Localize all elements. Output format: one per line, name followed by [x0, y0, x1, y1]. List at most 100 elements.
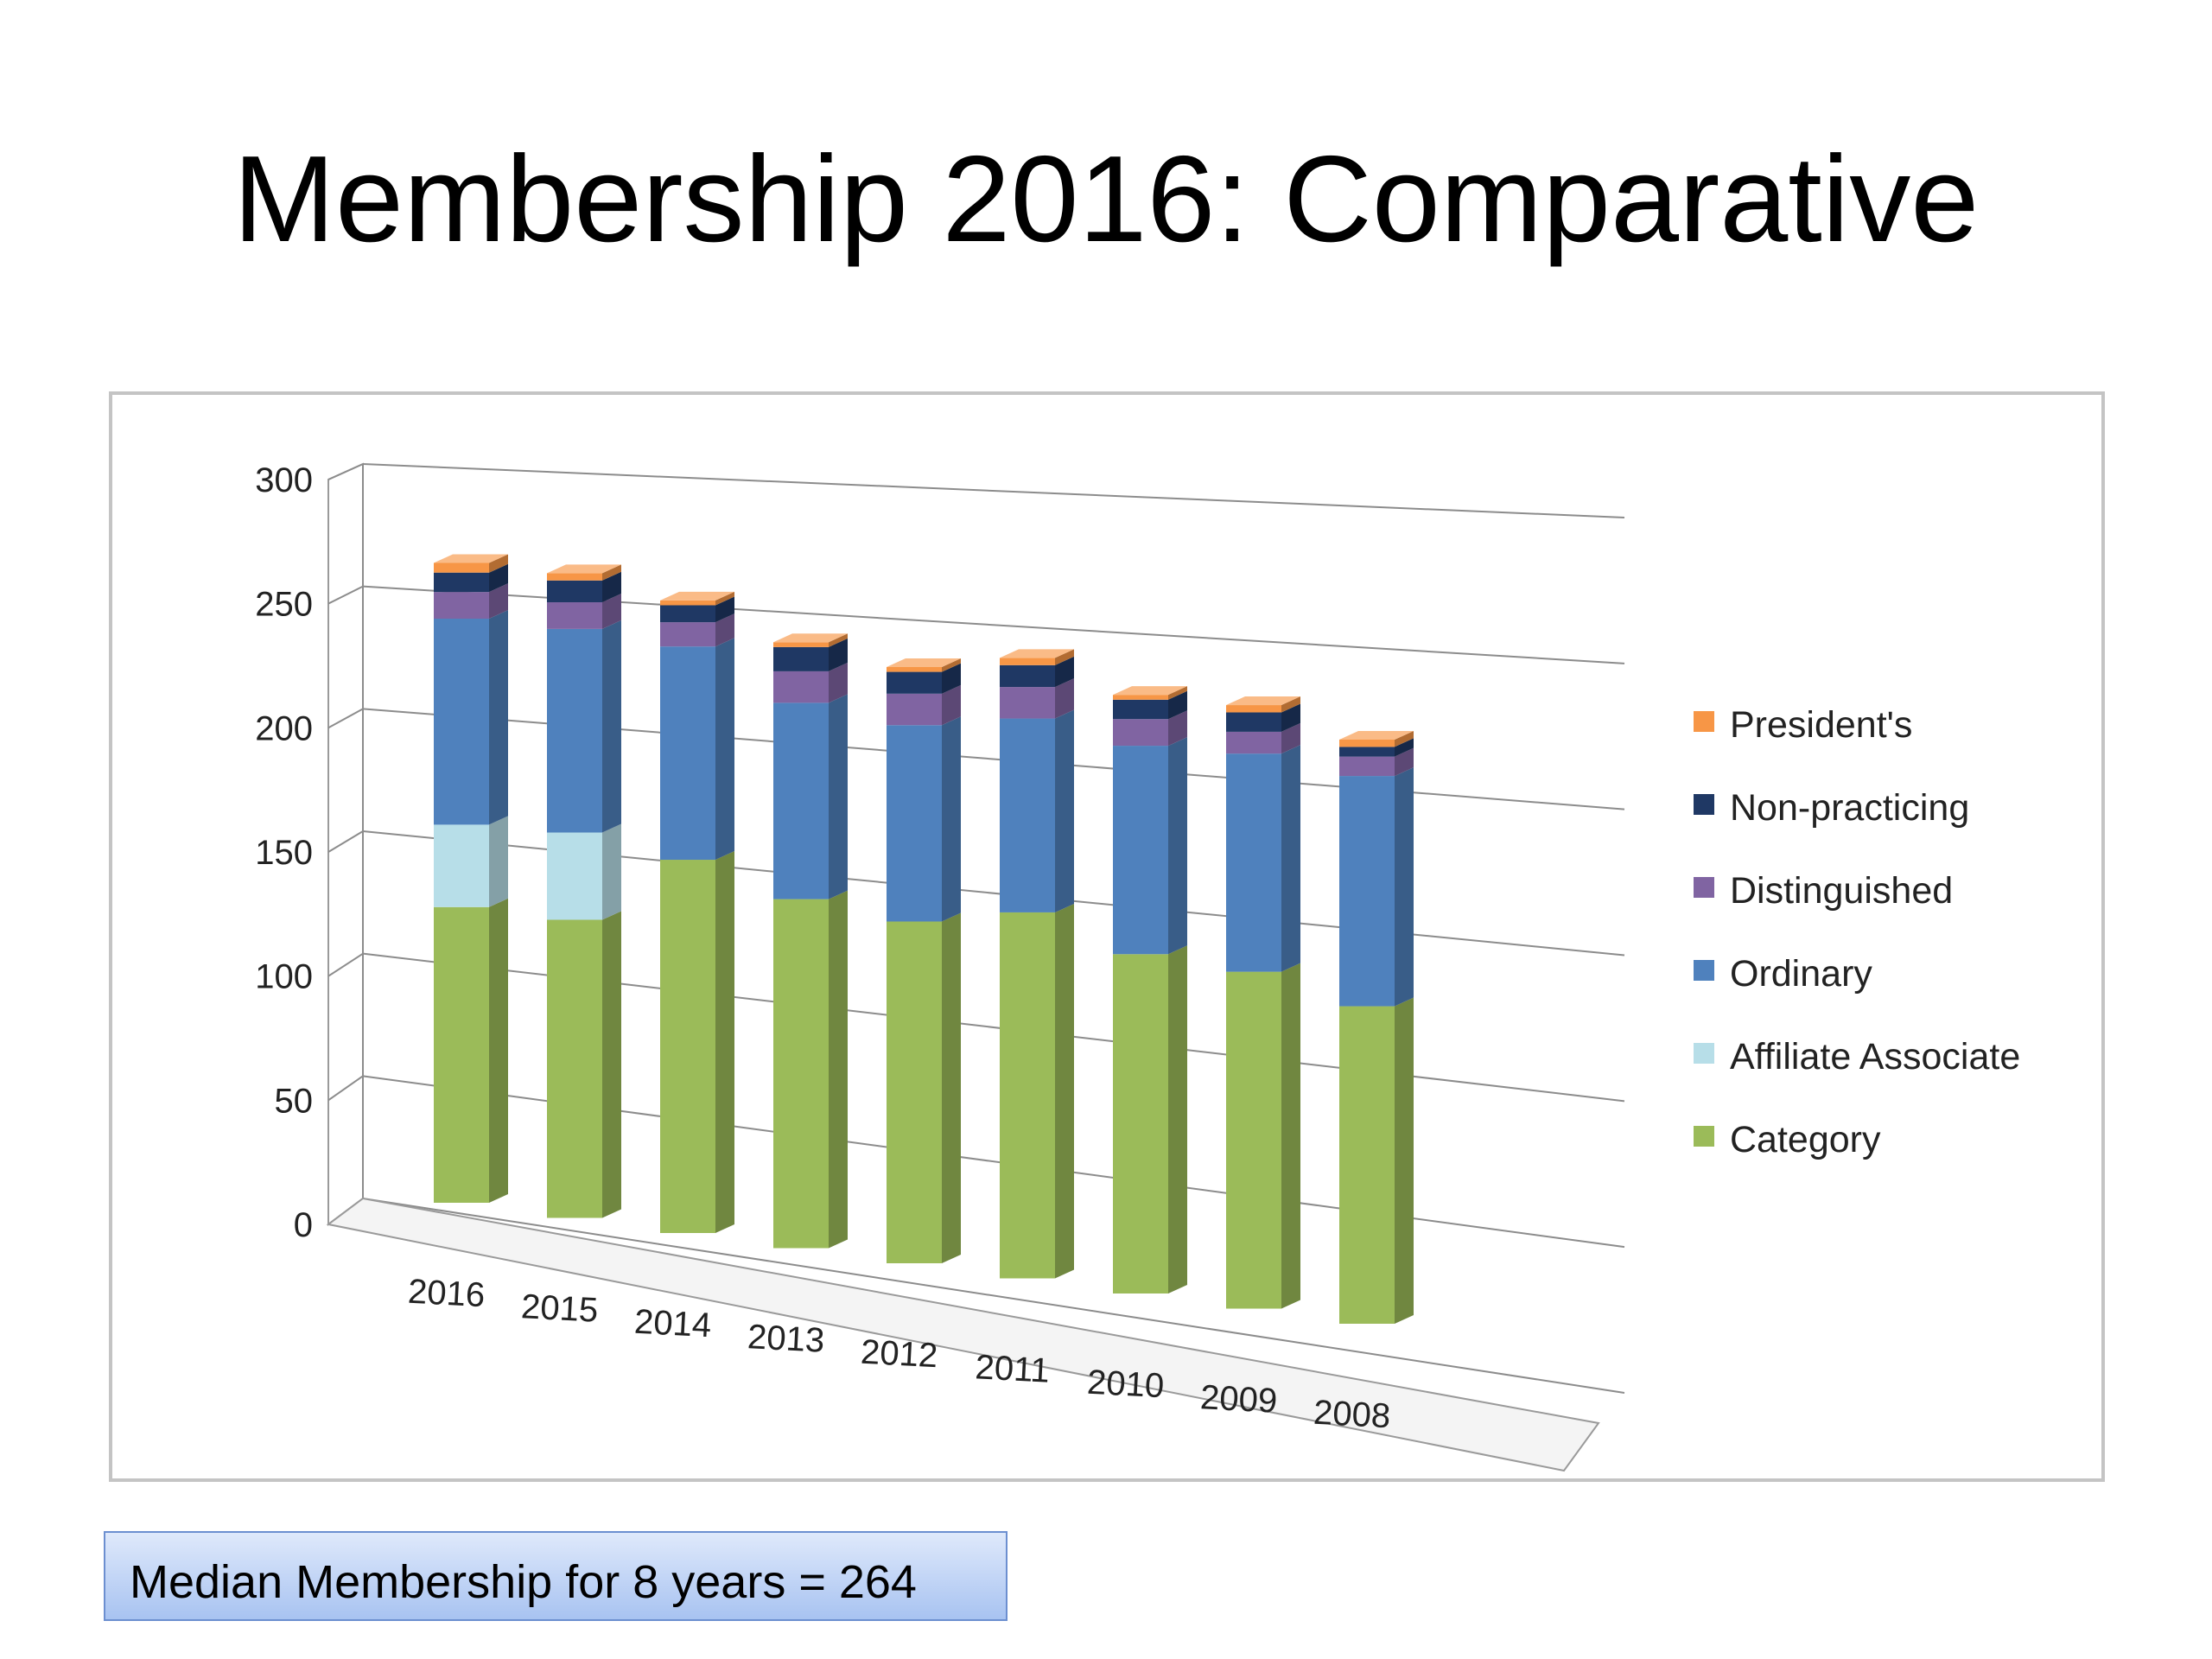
floor-plane: [326, 1197, 1600, 1472]
bar-front: [773, 899, 829, 1249]
legend-label: Affiliate Associate: [1730, 1036, 2020, 1077]
bar-top-cap: [434, 554, 508, 563]
bar-segment-ordinary-2012: [887, 716, 961, 922]
left-wall: [327, 462, 364, 1226]
bar-front: [1000, 658, 1055, 665]
bar-front: [434, 592, 489, 619]
bar-front: [1339, 747, 1395, 757]
bar-side: [1055, 709, 1074, 912]
bar-front: [547, 573, 602, 581]
median-note-text: Median Membership for 8 years = 264: [130, 1556, 917, 1608]
bar-side: [942, 658, 961, 672]
bar-front: [434, 563, 489, 573]
chart-legend: President's Non-practicing Distinguished Or…: [1694, 704, 2020, 1160]
bar-side: [942, 912, 961, 1263]
bar-side: [715, 638, 734, 861]
bar-front: [1226, 712, 1281, 732]
bar-side: [942, 684, 961, 726]
bar-segment-category-2010: [1113, 945, 1187, 1294]
legend-label: Category: [1730, 1119, 1881, 1160]
bar-front: [547, 628, 602, 833]
bar-side: [489, 816, 508, 907]
bar-top-cap: [1339, 730, 1414, 740]
bar-side: [1395, 767, 1414, 1007]
y-tick-label: 100: [255, 958, 313, 996]
y-tick-label: 50: [275, 1082, 314, 1120]
bar-side: [602, 594, 621, 629]
bar-front: [1339, 1006, 1395, 1324]
bar-segment-distinguished-2013: [773, 662, 848, 703]
bar-front: [1113, 746, 1168, 955]
bar-front: [660, 622, 715, 647]
bar-segment-non-practicing-2016: [434, 563, 508, 593]
bar-segment-ordinary-2008: [1339, 767, 1414, 1007]
gridline-300: [362, 463, 1625, 518]
bar-side: [489, 563, 508, 593]
bar-segment-president-s-2010: [1113, 686, 1187, 700]
bar-segment-non-practicing-2014: [660, 596, 734, 623]
bar-segment-category-2012: [887, 912, 961, 1263]
bar-segment-distinguished-2016: [434, 583, 508, 619]
bar-side: [942, 716, 961, 922]
bar-front: [547, 919, 602, 1218]
bar-front: [773, 702, 829, 899]
bar-segment-distinguished-2014: [660, 613, 734, 647]
bar-side: [829, 694, 848, 899]
bar-front: [1226, 971, 1281, 1309]
bar-front: [773, 671, 829, 703]
bar-side: [829, 633, 848, 647]
bar-side: [1055, 656, 1074, 688]
x-tick-label: 2016: [407, 1273, 486, 1315]
x-tick-label: 2011: [975, 1348, 1051, 1389]
bar-front: [1113, 699, 1168, 720]
bar-segment-president-s-2011: [1000, 649, 1074, 665]
bar-segment-ordinary-2010: [1113, 737, 1187, 955]
bar-side: [489, 554, 508, 573]
bar-side: [1281, 963, 1300, 1309]
legend-swatch: [1694, 1126, 1714, 1147]
bar-front: [887, 693, 942, 726]
bar-segment-ordinary-2013: [773, 694, 848, 899]
bar-front: [1000, 912, 1055, 1279]
y-axis-ticks: 0 50 100 150 200 250 300: [255, 461, 313, 1244]
bar-side: [1395, 730, 1414, 747]
bar-segment-distinguished-2012: [887, 684, 961, 726]
bar-side: [829, 890, 848, 1249]
bar-front: [1113, 954, 1168, 1294]
bar-front: [887, 921, 942, 1263]
bar-front: [547, 580, 602, 603]
y-tick-label: 300: [255, 461, 313, 499]
bar-front: [547, 602, 602, 629]
y-tick-label: 150: [255, 834, 313, 872]
bar-top-cap: [887, 658, 961, 667]
bar-segment-category-2013: [773, 890, 848, 1249]
bar-segment-category-2016: [434, 898, 508, 1203]
bar-front: [660, 860, 715, 1233]
bar-side: [1168, 710, 1187, 747]
bar-segment-ordinary-2009: [1226, 745, 1300, 972]
gridline-0: [362, 1198, 1625, 1394]
y-tick-label: 200: [255, 709, 313, 747]
x-tick-label: 2013: [747, 1318, 825, 1360]
bar-segment-category-2011: [1000, 903, 1074, 1279]
legend-swatch: [1694, 794, 1714, 815]
bar-segment-category-2014: [660, 851, 734, 1233]
bar-side: [715, 591, 734, 606]
bar-front: [1339, 776, 1395, 1007]
x-tick-label: 2015: [520, 1287, 599, 1330]
bar-top-cap: [1113, 686, 1187, 696]
bar-front: [434, 824, 489, 907]
bar-side: [602, 620, 621, 833]
bar-side: [1281, 745, 1300, 972]
y-tick-label: 0: [294, 1206, 313, 1244]
legend-swatch: [1694, 877, 1714, 898]
bar-segment-distinguished-2009: [1226, 722, 1300, 754]
bar-front: [434, 906, 489, 1203]
bar-side: [1055, 903, 1074, 1279]
legend-swatch: [1694, 711, 1714, 732]
bar-side: [1055, 678, 1074, 719]
bar-segment-president-s-2012: [887, 658, 961, 672]
bar-segment-distinguished-2015: [547, 594, 621, 629]
bar-segment-affiliate-associate-2015: [547, 823, 621, 920]
